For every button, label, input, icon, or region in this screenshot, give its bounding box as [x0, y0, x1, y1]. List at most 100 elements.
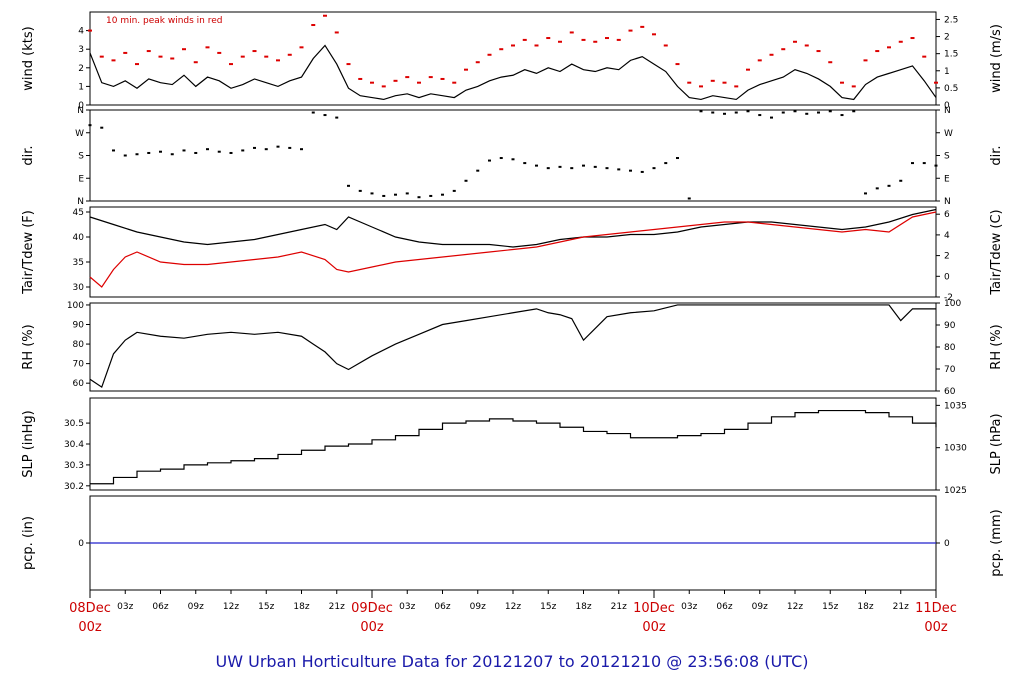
peak-wind-point [511, 44, 515, 47]
dir-point [323, 114, 327, 117]
dir-point [875, 187, 879, 190]
peak-wind-point [299, 46, 304, 49]
peak-wind-point [323, 14, 327, 17]
peak-wind-point [804, 44, 809, 47]
series-Tdew [89, 211, 937, 288]
left-tick-label: 80 [73, 340, 85, 350]
dir-point [429, 194, 433, 197]
dir-point [570, 167, 574, 170]
hour-tick-label: 09z [470, 602, 486, 612]
dir-point [734, 111, 738, 114]
dir-point [605, 167, 609, 170]
hour-tick-label: 06z [716, 602, 732, 612]
peak-wind-point [769, 53, 774, 56]
right-tick-label: 90 [944, 321, 956, 331]
left-tick-label: 70 [73, 360, 85, 370]
dir-point [911, 162, 914, 165]
right-tick-label: 2 [944, 33, 950, 43]
dir-point [405, 192, 409, 195]
dir-point [852, 110, 856, 113]
right-tick-label: 1035 [944, 401, 967, 411]
peak-wind-point [240, 55, 245, 58]
dir-point [535, 164, 538, 167]
dir-point [300, 148, 303, 151]
peak-wind-point [123, 51, 128, 54]
right-tick-label: 6 [944, 210, 950, 220]
right-tick-label: -2 [944, 293, 953, 303]
right-tick-label: 0 [944, 101, 950, 111]
hour-tick-label: 12z [505, 602, 521, 612]
hour-tick-label: 21z [893, 602, 909, 612]
dir-point [335, 116, 339, 119]
peak-wind-point [851, 85, 856, 88]
left-axis-label: pcp. (in) [21, 516, 36, 570]
dir-point [147, 151, 151, 154]
peak-wind-point [675, 63, 680, 66]
dir-point [582, 164, 585, 167]
left-axis-label: dir. [21, 145, 36, 165]
peak-wind-point [264, 55, 269, 58]
dir-point [934, 164, 938, 167]
peak-wind-point [863, 59, 868, 62]
peak-wind-point [182, 48, 186, 51]
dir-point [182, 149, 186, 152]
day-tick-hour: 00z [924, 620, 948, 635]
left-tick-label: 2 [78, 64, 84, 74]
right-tick-label: 0 [944, 539, 950, 549]
hour-tick-label: 12z [787, 602, 803, 612]
hour-tick-label: 18z [857, 602, 873, 612]
left-tick-label: S [78, 152, 84, 162]
left-tick-label: 30 [73, 283, 85, 293]
peak-wind-point [370, 81, 374, 84]
left-axis-label: wind (kts) [21, 26, 36, 90]
peak-wind-point [687, 81, 692, 84]
dir-point [652, 167, 656, 170]
panel-frame [89, 11, 937, 106]
peak-wind-point [252, 50, 257, 53]
right-tick-label: 70 [944, 365, 956, 375]
peak-wind-point [417, 81, 421, 84]
peak-wind-point [534, 44, 539, 47]
peak-wind-point [428, 76, 433, 79]
peak-wind-point [581, 38, 586, 41]
right-axis-label: wind (m/s) [989, 24, 1004, 93]
dir-point [159, 150, 162, 153]
right-tick-label: 4 [944, 231, 950, 241]
dir-point [394, 193, 397, 196]
hour-tick-label: 03z [681, 602, 697, 612]
dir-point [699, 110, 703, 113]
right-tick-label: W [944, 129, 953, 139]
right-tick-label: S [944, 152, 950, 162]
series-Tair [89, 208, 937, 248]
dir-point [464, 179, 468, 182]
hour-tick-label: 03z [117, 602, 133, 612]
peak-wind-point [405, 76, 410, 79]
left-tick-label: 30.5 [64, 419, 84, 429]
right-tick-label: 2.5 [944, 15, 958, 25]
peak-wind-point [816, 50, 821, 53]
right-tick-label: 2 [944, 252, 950, 262]
dir-point [629, 169, 632, 172]
hour-tick-label: 15z [258, 602, 274, 612]
day-tick-date: 11Dec [915, 601, 957, 616]
left-tick-label: 90 [73, 321, 85, 331]
dir-point [241, 149, 245, 152]
time-axis: 03z 06z 09z 12z 15z 18z 21z 03z 06z 09z 12z 15z 18z 2… [69, 590, 957, 635]
dir-point [617, 168, 621, 171]
hour-tick-label: 06z [152, 602, 168, 612]
panel-slp: 30.2 30.3 30.4 30.5 1025 1030 1035 SLP (inHg) SL… [21, 397, 1004, 496]
peak-wind-point [452, 81, 457, 84]
peak-wind-point [605, 37, 609, 40]
dir-point [370, 192, 374, 195]
left-tick-label: 100 [67, 301, 84, 311]
right-tick-label: 1.5 [944, 50, 958, 60]
dir-point [817, 111, 820, 114]
left-tick-label: N [77, 106, 84, 116]
hour-tick-label: 15z [540, 602, 556, 612]
day-tick-hour: 00z [78, 620, 102, 635]
peak-wind-point [88, 29, 92, 32]
peak-wind-point [734, 85, 739, 88]
dir-point [311, 111, 315, 114]
